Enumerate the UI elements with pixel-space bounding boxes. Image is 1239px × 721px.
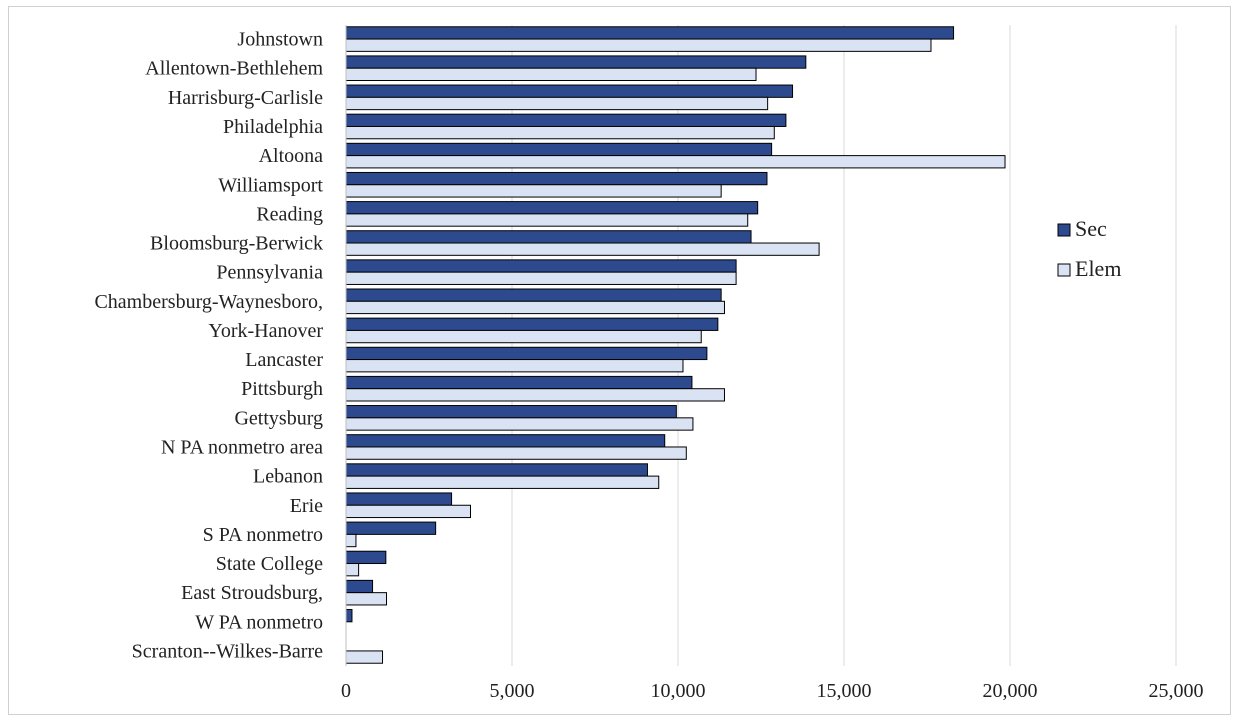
bar-sec [345,434,666,448]
legend-swatch-elem [1057,263,1071,277]
category-label: Lebanon [253,466,323,488]
bar-sec [345,171,768,186]
category-label: Williamsport [218,174,323,196]
bar-elem [345,446,687,460]
bar-sec [345,201,759,215]
bar-sec [345,55,807,69]
bar-sec [345,84,794,98]
bar-elem [345,475,660,489]
category-label: Chambersburg-Waynesboro, [94,291,323,313]
bar-sec [345,142,773,157]
bar-sec [345,259,737,273]
category-label: Gettysburg [234,407,323,429]
bar-sec [345,230,752,244]
bar-sec [345,463,648,477]
bar-elem [345,388,725,402]
bar-sec [345,492,453,506]
bar-elem [345,184,722,198]
bar-sec [345,550,387,565]
category-label: S PA nonmetro [203,524,323,546]
x-tick-label: 15,000 [817,680,872,702]
bar-elem [345,242,820,256]
x-tick-label: 20,000 [983,680,1038,702]
category-label: Pittsburgh [241,378,323,400]
bar-sec [345,113,787,127]
category-label: Johnstown [237,29,323,51]
category-label: Scranton--Wilkes-Barre [132,640,323,662]
bar-sec [345,288,722,302]
bar-elem [345,271,737,285]
bar-elem [345,650,384,664]
bar-elem [345,125,775,140]
bar-elem [345,329,702,344]
bar-elem [345,155,1006,169]
bar-sec [345,26,955,40]
x-tick-label: 10,000 [651,680,706,702]
bar-elem [345,592,388,606]
category-label: Allentown-Bethlehem [145,58,323,80]
bar-elem [345,67,757,82]
legend-label-elem: Elem [1075,256,1121,281]
category-label: N PA nonmetro area [161,436,323,458]
category-label: Philadelphia [223,116,323,138]
category-label: Harrisburg-Carlisle [168,87,323,109]
bar-sec [345,317,719,331]
bar-elem [345,563,360,577]
category-label: Reading [256,203,323,225]
bar-elem [345,417,694,431]
category-label: State College [216,553,323,575]
bar-sec [345,346,708,361]
bar-sec [345,608,353,623]
x-tick-label: 25,000 [1149,680,1204,702]
bar-elem [345,38,932,52]
x-tick-label: 5,000 [490,680,535,702]
category-label: Pennsylvania [216,262,323,284]
bar-elem [345,213,749,227]
bar-elem [345,533,357,548]
bar-sec [345,521,437,535]
legend-swatch-sec [1057,223,1071,237]
category-label: Lancaster [245,349,323,371]
category-label: Erie [290,495,323,517]
bar-sec [345,405,677,419]
legend-label-sec: Sec [1075,216,1107,241]
category-label: York-Hanover [208,320,323,342]
category-label: W PA nonmetro [195,611,323,633]
bar-elem [345,359,684,373]
category-label: Altoona [259,145,324,167]
bar-elem [345,96,769,111]
category-label: Bloomsburg-Berwick [150,233,323,255]
category-label: East Stroudsburg, [181,582,323,604]
bar-elem [345,300,725,315]
bar-sec [345,375,693,390]
x-tick-label: 0 [341,680,351,702]
bar-sec [345,579,374,594]
bar-elem [345,504,471,519]
